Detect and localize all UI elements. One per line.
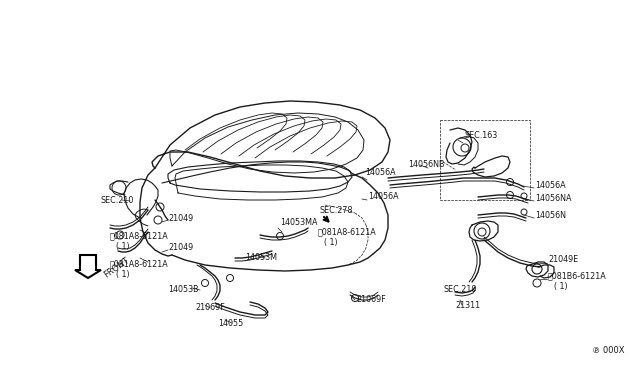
Text: ( 1): ( 1) <box>324 237 338 247</box>
Text: 14056NA: 14056NA <box>535 193 572 202</box>
Text: 14056A: 14056A <box>535 180 566 189</box>
Text: SEC.210: SEC.210 <box>444 285 477 295</box>
Text: 21069F: 21069F <box>356 295 386 305</box>
Text: ℗ 000X: ℗ 000X <box>593 346 625 355</box>
Text: SEC.278: SEC.278 <box>320 205 353 215</box>
Text: 14056N: 14056N <box>535 211 566 219</box>
Text: SEC.163: SEC.163 <box>465 131 499 140</box>
Text: FRONT: FRONT <box>102 256 131 280</box>
Text: 14056NB: 14056NB <box>408 160 445 169</box>
Text: Ⓑ081A8-6121A: Ⓑ081A8-6121A <box>110 231 169 241</box>
Text: 21311: 21311 <box>455 301 480 310</box>
Text: 21049: 21049 <box>168 214 193 222</box>
Text: ( 1): ( 1) <box>116 269 130 279</box>
Text: 14056A: 14056A <box>368 192 399 201</box>
Text: 14053B: 14053B <box>168 285 198 295</box>
Text: 21049: 21049 <box>168 244 193 253</box>
Text: Ⓑ081A8-6121A: Ⓑ081A8-6121A <box>110 260 169 269</box>
Text: 14053M: 14053M <box>245 253 277 263</box>
Text: 21049E: 21049E <box>548 256 579 264</box>
Text: 14056A: 14056A <box>365 167 396 176</box>
Text: 21069F: 21069F <box>195 304 225 312</box>
Text: 14055: 14055 <box>218 318 243 327</box>
Text: 14053MA: 14053MA <box>280 218 317 227</box>
Text: Ⓑ081A8-6121A: Ⓑ081A8-6121A <box>318 228 377 237</box>
Text: SEC.210: SEC.210 <box>100 196 133 205</box>
Text: Ⓑ081B6-6121A: Ⓑ081B6-6121A <box>548 272 607 280</box>
Text: ( 1): ( 1) <box>554 282 568 291</box>
Text: ( 1): ( 1) <box>116 241 130 250</box>
